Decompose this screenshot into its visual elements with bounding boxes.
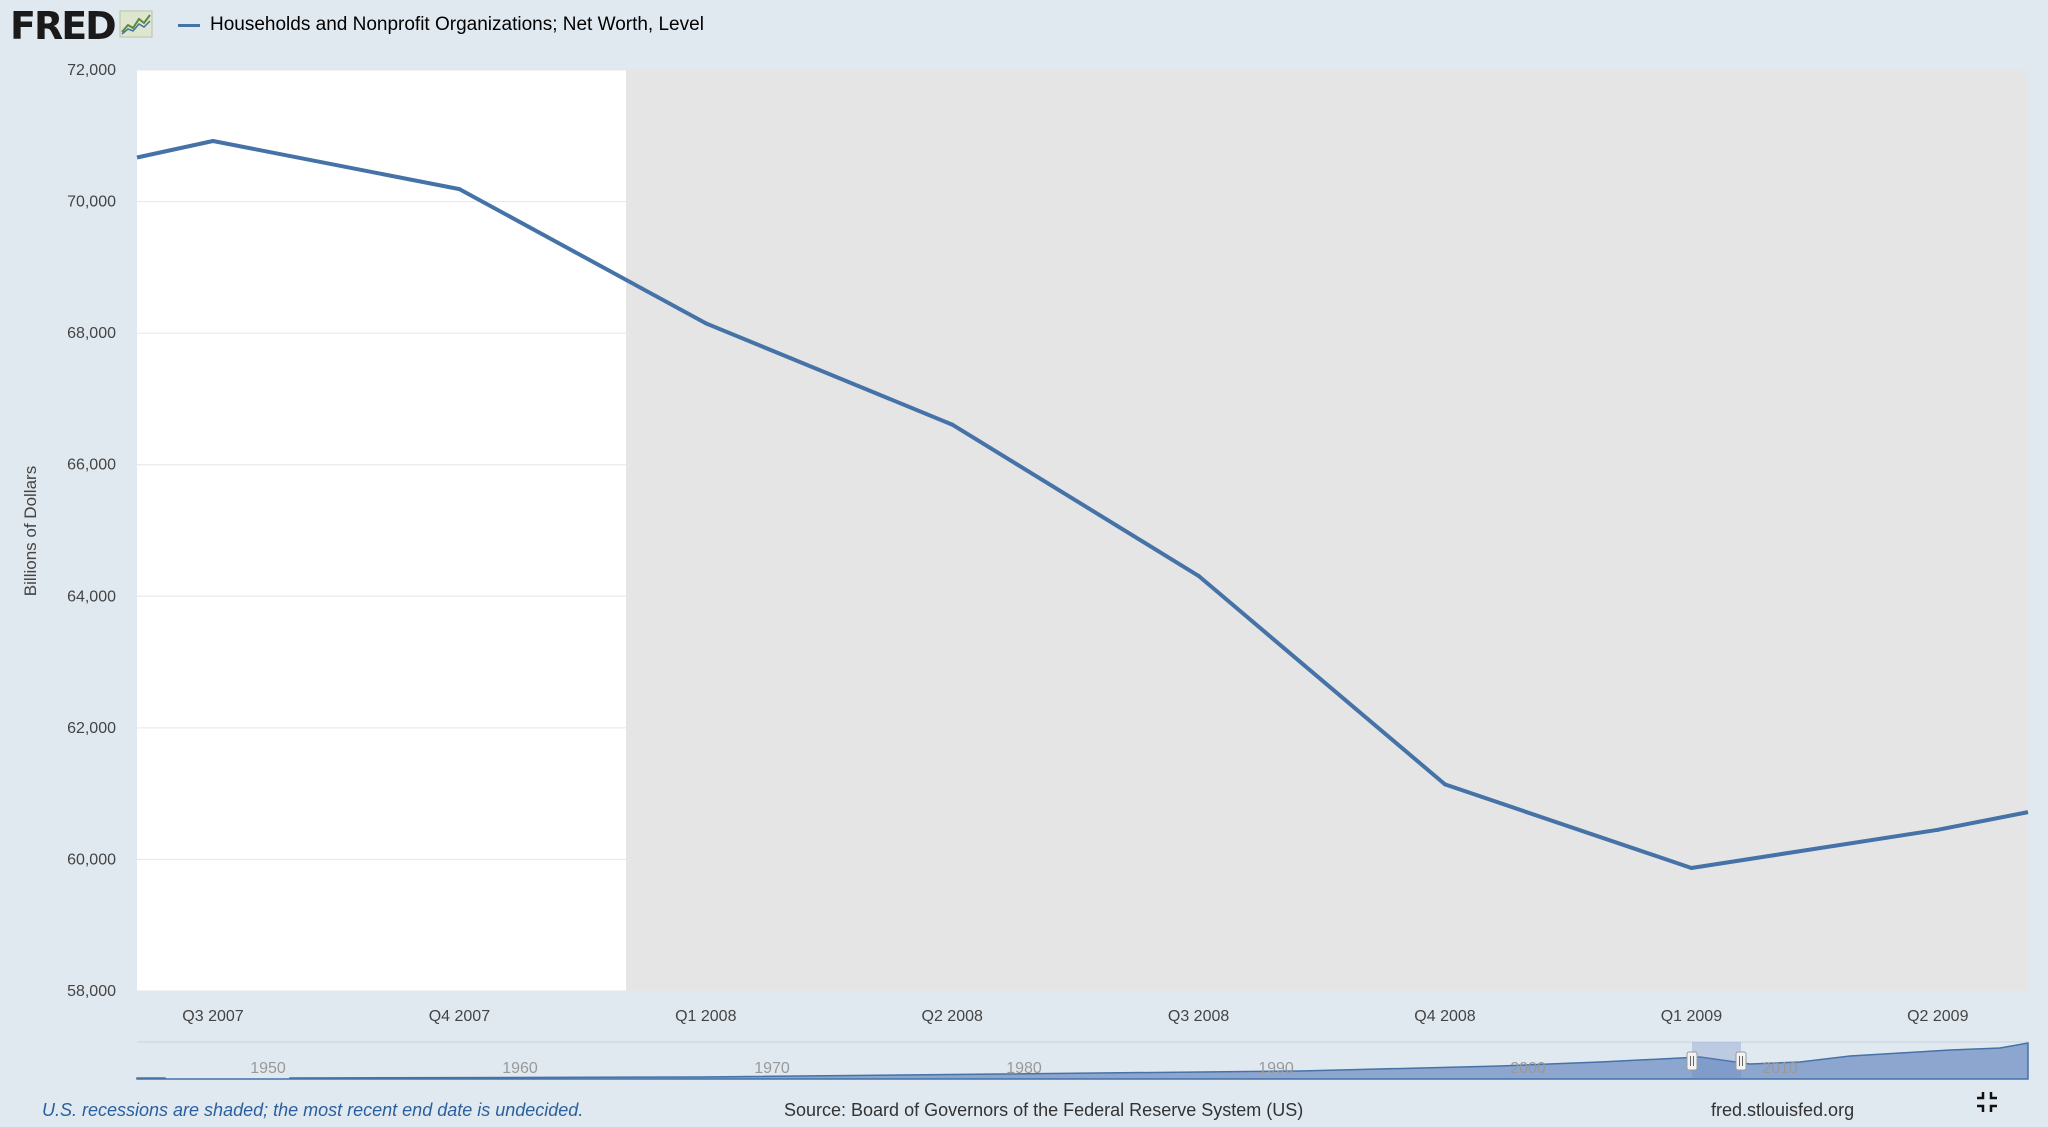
data-point bbox=[211, 139, 215, 144]
navigator-tick-label: 2000 bbox=[1510, 1060, 1546, 1077]
navigator-tick-label: 1970 bbox=[754, 1060, 790, 1077]
y-tick-label: 58,000 bbox=[67, 983, 116, 1000]
x-tick-label: Q3 2008 bbox=[1168, 1008, 1229, 1025]
navigator-selected-range[interactable] bbox=[1692, 1042, 1741, 1079]
navigator-tick-label: 1980 bbox=[1006, 1060, 1042, 1077]
navigator-series-area bbox=[136, 1042, 2029, 1080]
data-point bbox=[950, 422, 955, 427]
chart-header: FRED Households and Nonprofit Organizati… bbox=[0, 0, 2048, 56]
y-tick-label: 64,000 bbox=[67, 588, 116, 605]
source-text: Source: Board of Governors of the Federa… bbox=[784, 1100, 1304, 1120]
x-tick-label: Q2 2008 bbox=[922, 1008, 983, 1025]
x-tick-label: Q4 2007 bbox=[429, 1008, 490, 1025]
y-axis-ticks: 58,000 60,000 62,000 64,000 66,000 68,000 70,0… bbox=[67, 62, 116, 1000]
legend-series-swatch bbox=[178, 23, 200, 27]
x-tick-label: Q3 2007 bbox=[182, 1008, 243, 1025]
x-tick-label: Q1 2009 bbox=[1661, 1008, 1722, 1025]
chart-trend-icon bbox=[119, 10, 153, 43]
series-points bbox=[211, 139, 1940, 870]
navigator-tick-label: 1990 bbox=[1258, 1060, 1294, 1077]
recession-shading bbox=[626, 70, 2028, 991]
data-point bbox=[1935, 827, 1940, 832]
site-link[interactable]: fred.stlouisfed.org bbox=[1711, 1100, 1855, 1120]
navigator-handle[interactable] bbox=[1735, 1051, 1747, 1071]
y-tick-label: 70,000 bbox=[67, 194, 116, 211]
navigator-tick-label: 2010 bbox=[1762, 1060, 1798, 1077]
navigator-tick-label: 1960 bbox=[502, 1060, 538, 1077]
navigator-tick-label: 1950 bbox=[250, 1060, 286, 1077]
data-point bbox=[1196, 573, 1201, 578]
navigator-handle[interactable] bbox=[1686, 1051, 1698, 1071]
grid-lines bbox=[137, 69, 2028, 992]
data-point bbox=[703, 321, 708, 326]
data-point bbox=[1443, 782, 1447, 787]
y-tick-label: 66,000 bbox=[67, 457, 116, 474]
x-tick-label: Q1 2008 bbox=[675, 1008, 736, 1025]
data-point bbox=[1689, 865, 1694, 870]
y-tick-label: 62,000 bbox=[67, 720, 116, 737]
fred-logo[interactable]: FRED bbox=[10, 4, 153, 48]
fullscreen-icon[interactable] bbox=[1975, 1090, 1999, 1114]
y-tick-label: 60,000 bbox=[67, 851, 116, 868]
range-navigator[interactable]: 1950 1960 1970 1980 1990 2000 2010 bbox=[136, 1041, 2029, 1080]
legend-series-label: Households and Nonprofit Organizations; … bbox=[210, 14, 704, 35]
series-line[interactable] bbox=[136, 139, 2029, 870]
y-tick-label: 72,000 bbox=[67, 62, 116, 79]
recession-note: U.S. recessions are shaded; the most rec… bbox=[42, 1100, 584, 1120]
chart-legend[interactable]: Households and Nonprofit Organizations; … bbox=[178, 14, 704, 36]
x-tick-label: Q4 2008 bbox=[1414, 1008, 1475, 1025]
x-tick-label: Q2 2009 bbox=[1907, 1008, 1968, 1025]
fred-logo-text: FRED bbox=[10, 4, 117, 48]
data-point bbox=[457, 187, 462, 192]
x-axis-ticks: Q3 2007 Q4 2007 Q1 2008 Q2 2008 Q3 2008 Q4 20… bbox=[182, 1008, 1968, 1025]
y-axis-label: Billions of Dollars bbox=[21, 466, 40, 596]
y-tick-label: 68,000 bbox=[67, 325, 116, 342]
